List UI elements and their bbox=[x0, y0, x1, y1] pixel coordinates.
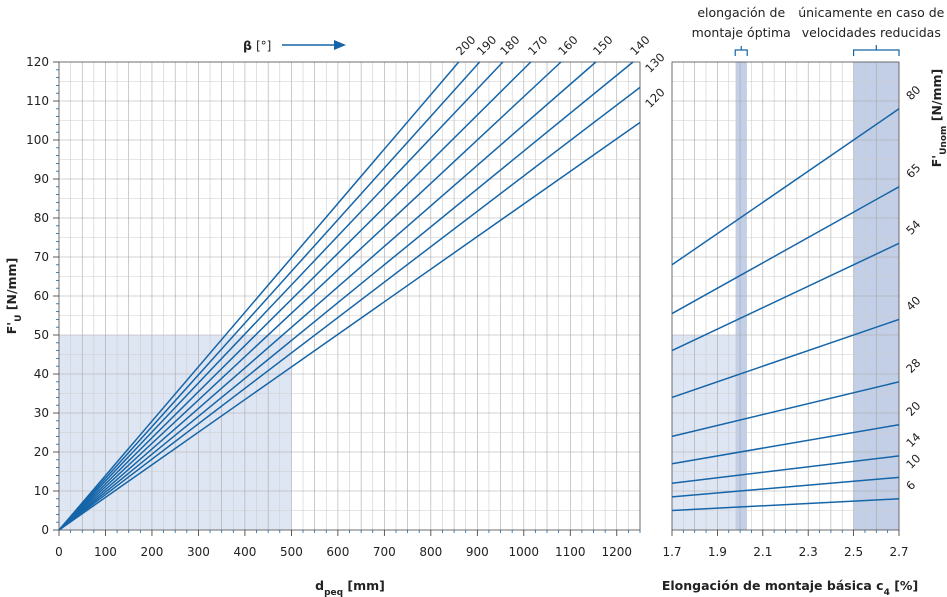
beta-line-120 bbox=[58, 121, 641, 531]
y-tick-label: 10 bbox=[34, 484, 49, 498]
x-tick-label: 1.7 bbox=[662, 545, 681, 559]
x-tick-label: 100 bbox=[94, 545, 117, 559]
x-tick-label: 2.3 bbox=[799, 545, 818, 559]
y-tick-label: 80 bbox=[34, 211, 49, 225]
unom-line-28 bbox=[671, 381, 900, 438]
beta-line-170 bbox=[58, 61, 532, 531]
unom-label-6: 6 bbox=[903, 478, 918, 493]
unom-line-54 bbox=[671, 242, 900, 352]
left-grid bbox=[58, 61, 641, 531]
beta-label-130: 130 bbox=[642, 50, 667, 75]
unom-label-28: 28 bbox=[903, 356, 923, 376]
x-tick-label: 1.9 bbox=[708, 545, 727, 559]
beta-label-150: 150 bbox=[590, 33, 615, 58]
y-tick-label: 60 bbox=[34, 289, 49, 303]
x-tick-label: 1100 bbox=[555, 545, 586, 559]
unom-line-20 bbox=[671, 423, 900, 465]
x-axis: 0 100 200 300 400 500 600 700 800 900 1000 1100 1200 bbox=[55, 530, 641, 559]
x-tick-label: 2.1 bbox=[753, 545, 772, 559]
x-tick-label: 400 bbox=[233, 545, 256, 559]
x-axis-title: dpeq [mm] bbox=[315, 578, 385, 597]
beta-symbol: β bbox=[243, 38, 252, 53]
x-tick-label: 0 bbox=[55, 545, 63, 559]
beta-arrow-head bbox=[334, 40, 346, 50]
y-tick-label: 100 bbox=[26, 133, 49, 147]
unom-line-80 bbox=[671, 108, 900, 266]
y-tick-label: 70 bbox=[34, 250, 49, 264]
beta-label-170: 170 bbox=[525, 33, 550, 58]
optimal-band-bracket bbox=[734, 46, 748, 56]
y-axis-title: F'U [N/mm] bbox=[4, 258, 24, 335]
x-tick-label: 900 bbox=[466, 545, 489, 559]
y-axis: 0 10 20 30 40 50 60 70 80 90 100 110 120 bbox=[26, 55, 59, 537]
y-tick-label: 30 bbox=[34, 406, 49, 420]
y-axis-title-right: F'Unom [N/mm] bbox=[929, 69, 947, 168]
unom-label-14: 14 bbox=[903, 430, 923, 450]
beta-label-200: 200 bbox=[453, 33, 478, 58]
beta-line-190 bbox=[58, 61, 481, 531]
unom-line-40 bbox=[671, 318, 900, 399]
reduced-band-bracket bbox=[853, 45, 900, 56]
x-tick-label: 300 bbox=[187, 545, 210, 559]
reduced-band-label-line1: únicamente en caso de bbox=[798, 5, 944, 20]
x-tick-label: 2.5 bbox=[844, 545, 863, 559]
beta-label-140: 140 bbox=[627, 33, 652, 58]
unom-label-10: 10 bbox=[903, 451, 923, 471]
beta-line-200 bbox=[58, 61, 460, 531]
unom-line-14 bbox=[671, 455, 900, 484]
x-tick-label: 1200 bbox=[601, 545, 632, 559]
beta-unit: [°] bbox=[256, 39, 271, 53]
x-tick-label: 600 bbox=[326, 545, 349, 559]
y-tick-label: 120 bbox=[26, 55, 49, 69]
beta-label-120: 120 bbox=[642, 85, 667, 110]
beta-line-150 bbox=[58, 61, 597, 531]
y-tick-label: 110 bbox=[26, 94, 49, 108]
x-tick-label: 2.7 bbox=[889, 545, 908, 559]
x-tick-label: 200 bbox=[141, 545, 164, 559]
beta-line-180 bbox=[58, 61, 504, 531]
y-tick-label: 20 bbox=[34, 445, 49, 459]
unom-line-6 bbox=[671, 498, 900, 512]
x-tick-label: 1000 bbox=[509, 545, 540, 559]
reduced-band-label-line2: velocidades reducidas bbox=[802, 25, 941, 40]
y-tick-label: 40 bbox=[34, 367, 49, 381]
y-tick-label: 90 bbox=[34, 172, 49, 186]
beta-line-130 bbox=[58, 86, 641, 531]
unom-label-54: 54 bbox=[903, 217, 923, 237]
optimal-band-label-line1: elongación de bbox=[697, 5, 785, 20]
beta-label-190: 190 bbox=[474, 33, 499, 58]
unom-label-65: 65 bbox=[903, 161, 923, 181]
unom-label-40: 40 bbox=[903, 293, 923, 313]
right-grid bbox=[671, 61, 900, 531]
unom-label-80: 80 bbox=[903, 83, 923, 103]
beta-label-160: 160 bbox=[555, 33, 580, 58]
unom-label-20: 20 bbox=[903, 399, 923, 419]
unom-line-65 bbox=[671, 186, 900, 315]
x-tick-label: 800 bbox=[419, 545, 442, 559]
x-tick-label: 500 bbox=[280, 545, 303, 559]
y-tick-label: 50 bbox=[34, 328, 49, 342]
beta-line-140 bbox=[58, 61, 634, 531]
beta-label-180: 180 bbox=[497, 33, 522, 58]
x-axis-title-right: Elongación de montaje básica c4 [%] bbox=[662, 578, 918, 597]
y-tick-label: 0 bbox=[41, 523, 49, 537]
optimal-band-label-line2: montaje óptima bbox=[692, 25, 791, 40]
x-tick-label: 700 bbox=[373, 545, 396, 559]
unom-line-10 bbox=[671, 476, 900, 498]
x-axis-right: 1.7 1.9 2.1 2.3 2.5 2.7 bbox=[662, 530, 909, 559]
beta-line-160 bbox=[58, 61, 562, 531]
